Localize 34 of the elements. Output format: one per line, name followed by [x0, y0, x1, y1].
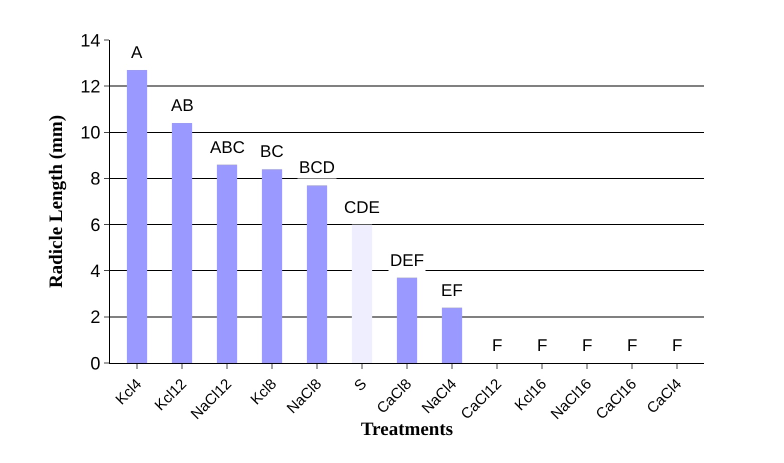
bar — [306, 185, 328, 363]
y-tick-label: 0 — [90, 353, 100, 374]
bar — [126, 70, 148, 363]
data-label: F — [672, 336, 682, 355]
data-label: AB — [171, 96, 194, 115]
data-label: F — [582, 336, 592, 355]
bar — [396, 278, 418, 363]
data-label: F — [627, 336, 638, 355]
y-tick-label: 8 — [90, 168, 100, 189]
bar — [216, 164, 238, 363]
data-label: DEF — [390, 251, 424, 270]
data-label: A — [131, 43, 143, 62]
bar — [172, 123, 192, 363]
x-tick-label: S — [351, 376, 370, 395]
bar — [262, 169, 282, 363]
bar — [442, 308, 462, 363]
y-tick-label: 4 — [90, 261, 100, 282]
y-axis-title: Radicle Length (mm) — [46, 114, 67, 288]
y-tick-label: 14 — [80, 30, 100, 50]
data-label: BC — [260, 142, 284, 161]
data-label: EF — [441, 281, 463, 300]
bar — [352, 224, 372, 363]
x-tick-label: Kcl8 — [247, 376, 280, 408]
data-label: BCD — [299, 158, 335, 177]
y-tick-label: 2 — [90, 307, 100, 328]
x-tick-label: Kcl4 — [112, 376, 146, 408]
y-tick-label: 10 — [80, 122, 100, 143]
data-label: F — [492, 336, 502, 355]
x-axis-title: Treatments — [360, 419, 454, 440]
data-label: F — [537, 336, 548, 355]
y-tick-label: 12 — [80, 76, 100, 96]
data-label: CDE — [344, 198, 380, 217]
data-label: ABC — [210, 138, 245, 157]
y-tick-label: 6 — [90, 214, 100, 235]
